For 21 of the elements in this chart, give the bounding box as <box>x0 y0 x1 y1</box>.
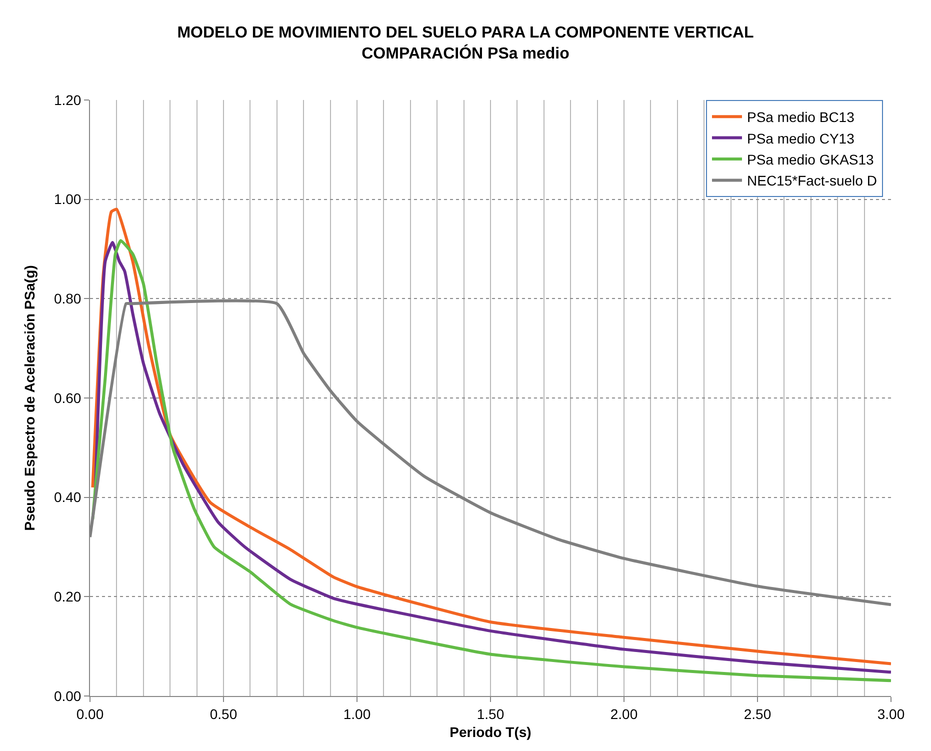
x-tick-label: 3.00 <box>877 706 905 722</box>
x-tick-label: 1.50 <box>476 706 504 722</box>
y-axis-title: Pseudo Espectro de Aceleración PSa(g) <box>22 265 38 531</box>
y-tick-label: 0.40 <box>54 489 82 506</box>
y-tick-label: 0.80 <box>54 290 82 307</box>
x-axis-title: Periodo T(s) <box>450 724 532 740</box>
y-tick-label: 1.00 <box>54 191 82 208</box>
y-tick-label: 0.20 <box>54 588 82 605</box>
x-tick-label: 0.50 <box>210 706 238 722</box>
chart-title: MODELO DE MOVIMIENTO DEL SUELO PARA LA COMPONENTE VERTICAL COMPARACIÓN PSa medio <box>177 24 754 62</box>
y-tick-label: 0.00 <box>54 688 82 704</box>
x-tick-label: 1.00 <box>343 706 371 722</box>
legend-label: PSa medio GKAS13 <box>746 151 874 168</box>
y-tick-label: 0.60 <box>54 390 82 406</box>
x-tick-label: 0.00 <box>76 706 104 722</box>
x-tick-label: 2.00 <box>610 706 638 722</box>
legend-label: NEC15*Fact-suelo D <box>746 172 877 189</box>
legend-label: PSa medio CY13 <box>746 130 855 146</box>
x-tick-label: 2.50 <box>744 706 772 722</box>
legend-label: PSa medio BC13 <box>746 109 855 126</box>
y-tick-label: 1.20 <box>54 92 82 108</box>
